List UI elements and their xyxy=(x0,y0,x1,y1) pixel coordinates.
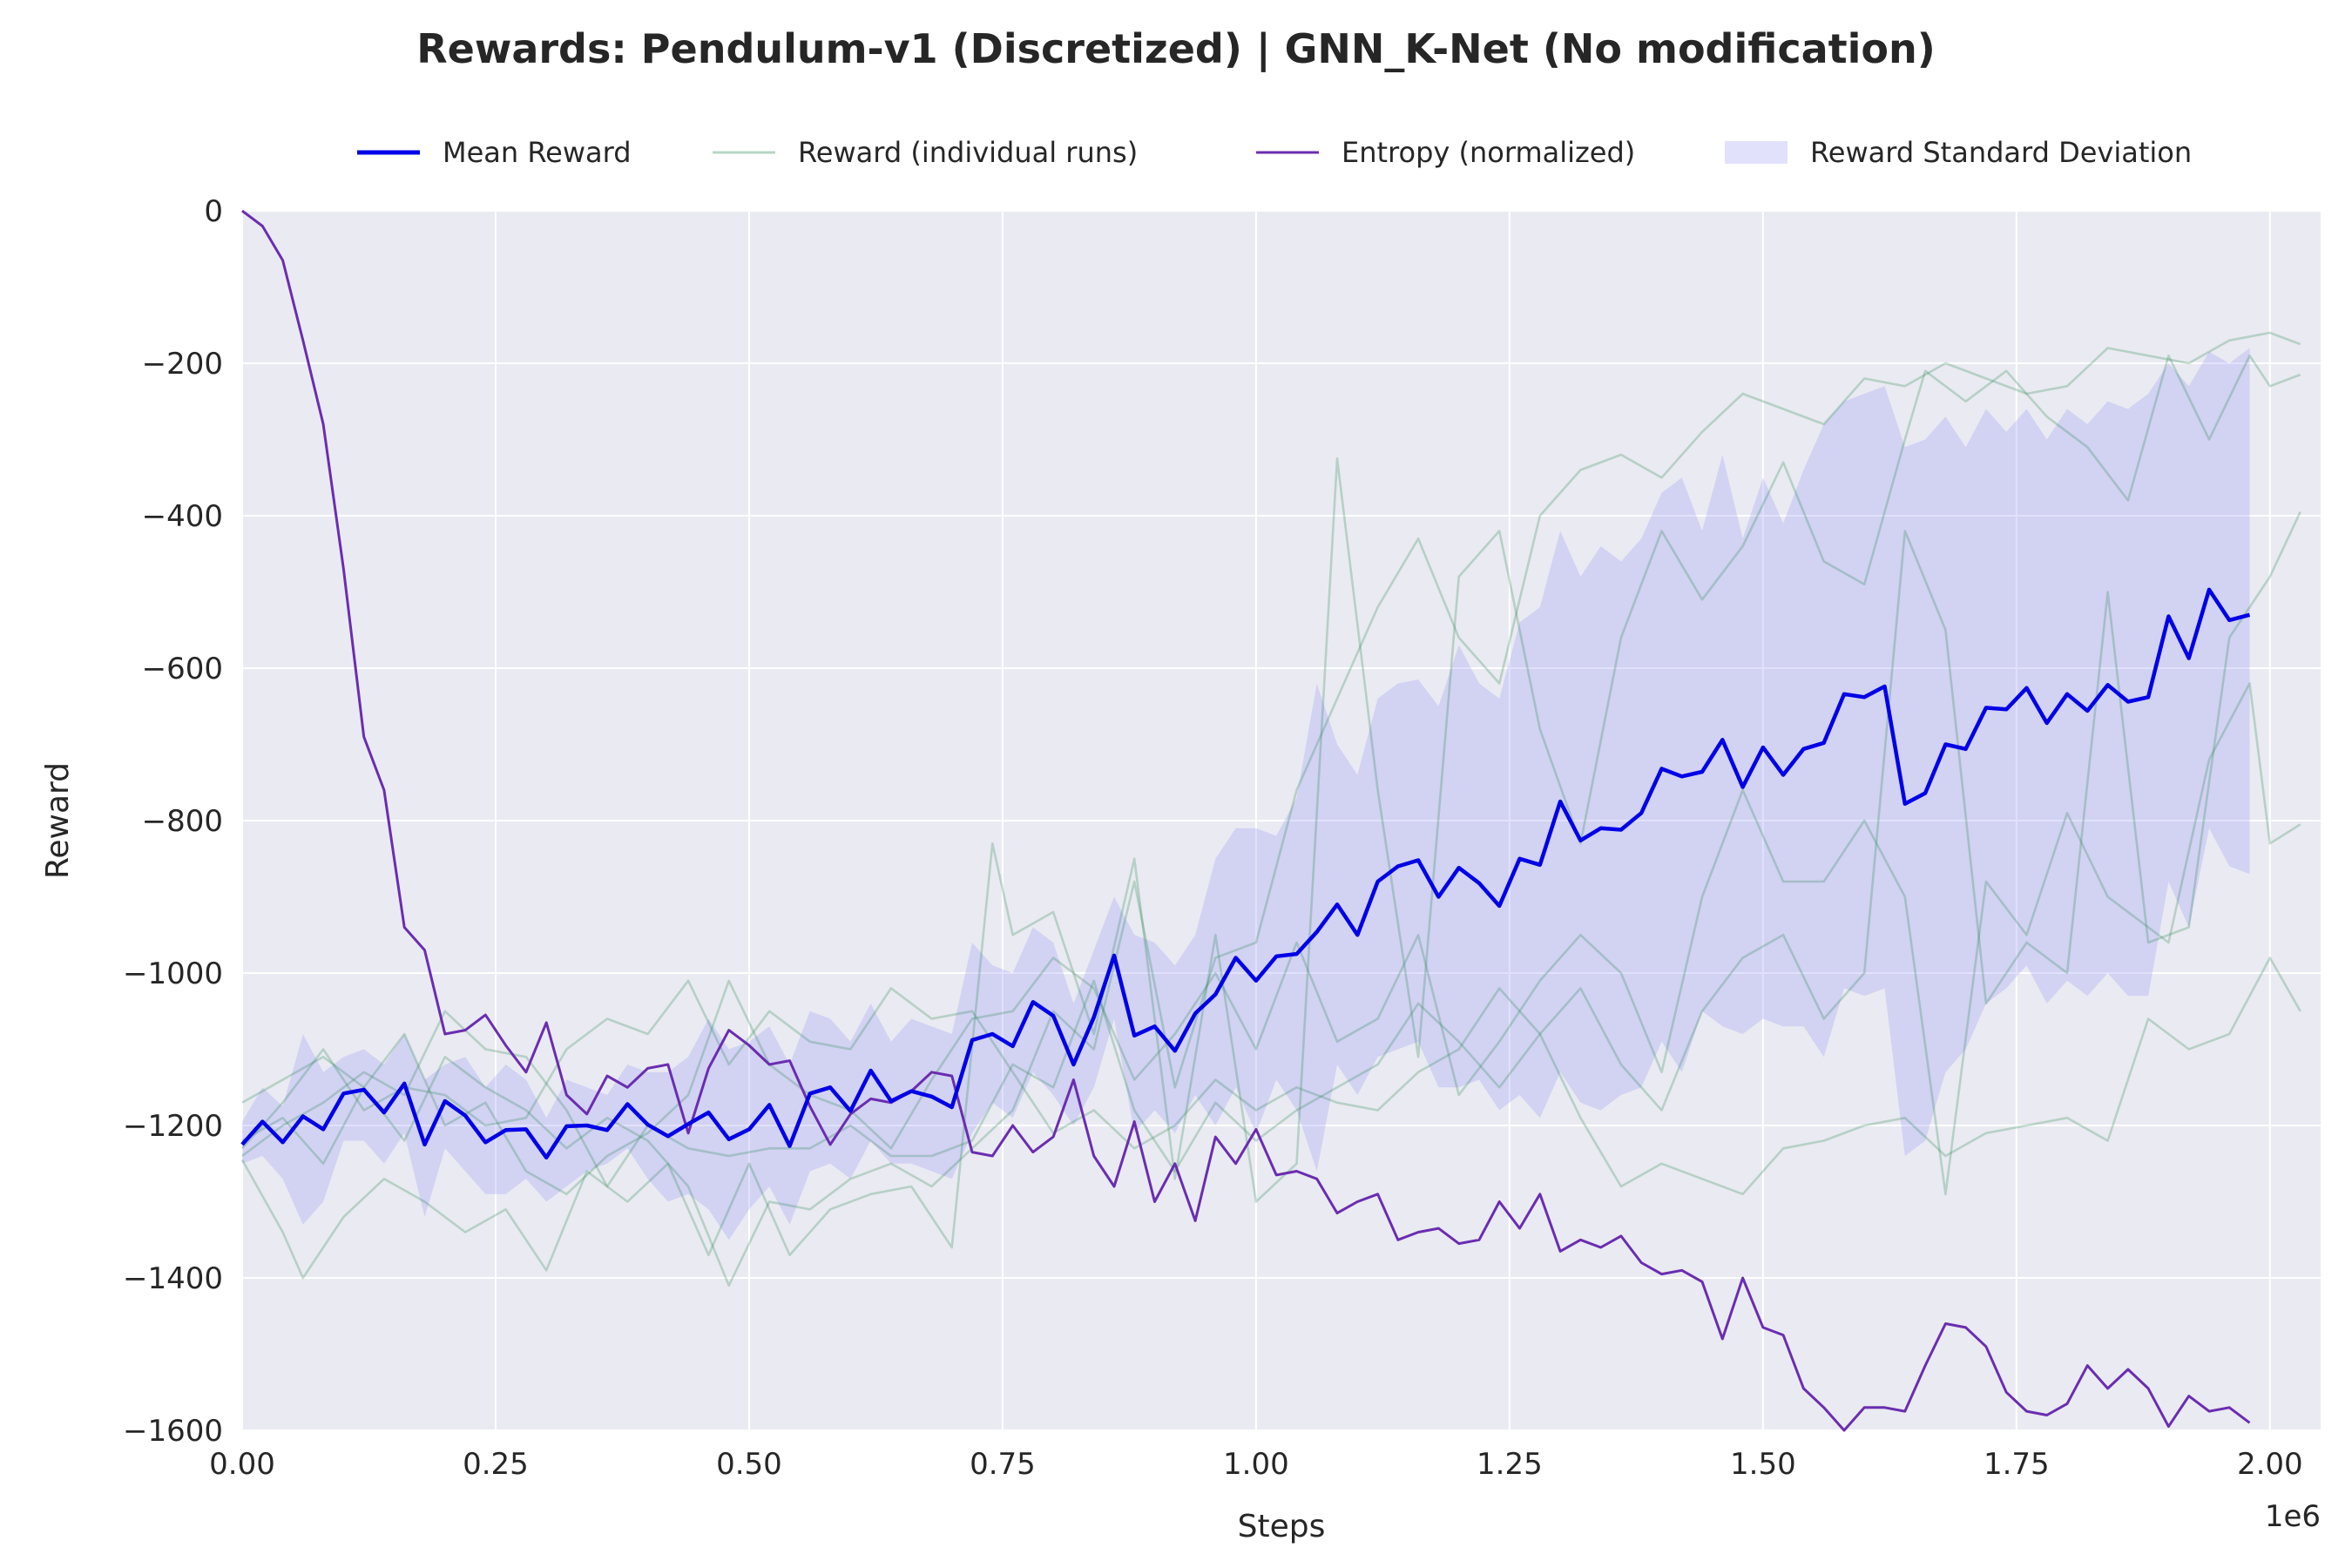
legend-label-mean: Mean Reward xyxy=(443,136,632,169)
tick-labels: 0.00 0.25 0.50 0.75 1.00 1.25 1.50 1.75 2.00 0 −20… xyxy=(123,194,2303,1482)
x-tick-label-1: 0.25 xyxy=(463,1447,529,1482)
individual-run-line-0 xyxy=(241,331,2301,1288)
y-axis-label: Reward xyxy=(40,762,76,879)
legend-swatch-std xyxy=(1725,141,1788,164)
mean-reward-layer xyxy=(240,587,2251,1160)
entropy-layer xyxy=(241,209,2251,1432)
individual-run-line-2 xyxy=(241,956,2301,1196)
x-tick-label-5: 1.25 xyxy=(1477,1447,1543,1482)
x-tick-label-2: 0.50 xyxy=(716,1447,782,1482)
y-tick-label-5: −1000 xyxy=(123,956,223,991)
y-tick-label-2: −400 xyxy=(142,499,223,534)
chart-title: Rewards: Pendulum-v1 (Discretized) | GNN… xyxy=(416,25,1936,73)
y-tick-label-0: 0 xyxy=(204,194,223,229)
legend-label-entropy: Entropy (normalized) xyxy=(1342,136,1635,169)
entropy-line xyxy=(241,209,2251,1432)
x-tick-label-7: 1.75 xyxy=(1984,1447,2050,1482)
x-tick-label-8: 2.00 xyxy=(2237,1447,2303,1482)
x-offset-label: 1e6 xyxy=(2265,1499,2321,1534)
std-band xyxy=(242,348,2250,1240)
x-tick-label-4: 1.00 xyxy=(1223,1447,1289,1482)
mean-reward-line xyxy=(240,587,2251,1160)
x-tick-label-0: 0.00 xyxy=(209,1447,275,1482)
individual-run-line-1 xyxy=(240,354,2301,1280)
individual-run-line-4 xyxy=(241,511,2301,1188)
y-tick-label-6: −1200 xyxy=(123,1109,223,1144)
legend-label-std: Reward Standard Deviation xyxy=(1810,136,2192,169)
std-band-layer xyxy=(242,348,2250,1240)
x-axis-label: Steps xyxy=(1238,1509,1326,1544)
y-tick-label-7: −1400 xyxy=(123,1261,223,1296)
y-tick-label-8: −1600 xyxy=(123,1414,223,1449)
grid-lines xyxy=(241,210,2321,1431)
y-tick-label-4: −800 xyxy=(142,804,223,839)
x-tick-label-3: 0.75 xyxy=(970,1447,1036,1482)
individual-runs-layer xyxy=(240,331,2301,1288)
individual-run-line-3 xyxy=(241,682,2301,1196)
legend: Mean Reward Reward (individual runs) Ent… xyxy=(357,136,2192,169)
legend-label-runs: Reward (individual runs) xyxy=(798,136,1138,169)
y-tick-label-3: −600 xyxy=(142,652,223,686)
x-tick-label-6: 1.50 xyxy=(1730,1447,1796,1482)
y-tick-label-1: −200 xyxy=(142,347,223,382)
